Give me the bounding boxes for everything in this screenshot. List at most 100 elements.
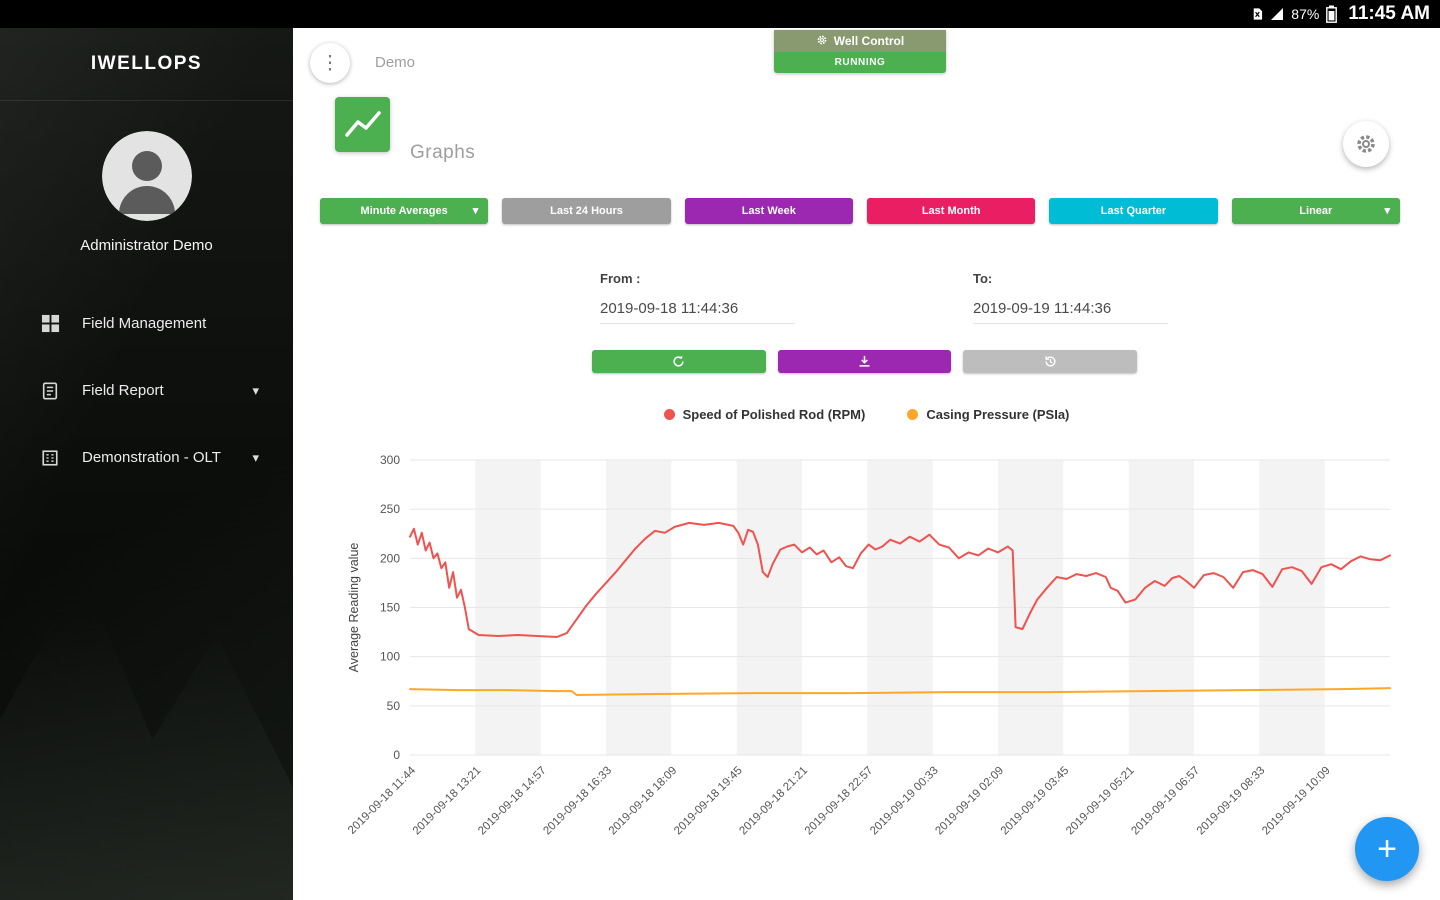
legend-dot: [907, 409, 919, 420]
settings-button[interactable]: [1343, 121, 1389, 167]
x-tick-label: 2019-09-19 00:33: [868, 765, 941, 838]
from-label: From :: [600, 271, 641, 286]
legend-dot: [663, 409, 675, 420]
sidebar-item-field-report[interactable]: Field Report ▾: [0, 357, 293, 424]
chart-line-icon: [345, 111, 381, 137]
filter-label: Last Month: [921, 205, 981, 217]
sidebar: IWELLOPS Administrator Demo Field Manage…: [0, 28, 293, 900]
y-tick-label: 150: [380, 601, 400, 615]
gear-icon: [816, 34, 828, 49]
sidebar-item-label: Field Management: [82, 315, 207, 332]
x-tick-label: 2019-09-19 06:57: [1129, 765, 1202, 838]
x-tick-label: 2019-09-18 13:21: [411, 765, 484, 838]
grid-icon: [40, 314, 60, 334]
line-chart: 0 50 100 150 200 250 300 Average Reading value 2…: [348, 448, 1408, 893]
more-vertical-icon: ⋮: [320, 52, 340, 74]
filter-linear[interactable]: Linear ▾: [1231, 198, 1400, 224]
sidebar-item-label: Demonstration - OLT: [82, 449, 221, 466]
building-icon: [40, 448, 60, 468]
well-control-label: Well Control: [833, 34, 905, 48]
well-control-status: RUNNING: [774, 52, 946, 73]
person-icon: [101, 131, 192, 221]
filter-label: Minute Averages: [360, 205, 448, 217]
date-to-field: To: 2019-09-19 11:44:36: [973, 271, 1188, 324]
filter-label: Last Quarter: [1100, 205, 1167, 217]
report-icon: [40, 381, 60, 401]
battery-icon: [1326, 5, 1338, 23]
x-tick-label: 2019-09-18 19:45: [672, 765, 745, 838]
y-tick-label: 300: [380, 453, 400, 467]
action-bar: [592, 350, 1138, 373]
x-tick-label: 2019-09-18 14:57: [476, 765, 549, 838]
x-tick-label: 2019-09-19 08:33: [1195, 765, 1268, 838]
add-button[interactable]: +: [1355, 817, 1419, 881]
more-options-button[interactable]: ⋮: [310, 43, 350, 83]
chart-legend: Speed of Polished Rod (RPM) Casing Press…: [293, 407, 1440, 422]
x-tick-label: 2019-09-19 02:09: [933, 765, 1006, 838]
y-axis-label: Average Reading value: [348, 543, 361, 673]
signal-icon: [1271, 8, 1284, 20]
section-title: Graphs: [410, 142, 476, 163]
x-tick-label: 2019-09-18 18:09: [607, 765, 680, 838]
sidebar-item-field-management[interactable]: Field Management: [0, 290, 293, 357]
sidebar-item-demonstration-olt[interactable]: Demonstration - OLT ▾: [0, 424, 293, 491]
refresh-button[interactable]: [592, 350, 766, 373]
sidebar-item-label: Field Report: [82, 382, 164, 399]
x-tick-label: 2019-09-18 21:21: [737, 765, 810, 838]
main-content: ⋮ Demo Well Control RUNNING Graphs: [293, 28, 1440, 900]
legend-label: Speed of Polished Rod (RPM): [682, 407, 866, 422]
avatar: [101, 131, 192, 221]
legend-item-casing-pressure[interactable]: Casing Pressure (PSIa): [907, 407, 1069, 422]
clock: 11:45 AM: [1348, 3, 1430, 24]
filter-label: Last 24 Hours: [550, 205, 623, 217]
x-tick-label: 2019-09-18 22:57: [803, 765, 876, 838]
date-from-field: From : 2019-09-18 11:44:36: [600, 271, 815, 324]
legend-item-speed[interactable]: Speed of Polished Rod (RPM): [663, 407, 866, 422]
graphs-tile: [335, 97, 390, 152]
x-tick-label: 2019-09-18 16:33: [541, 765, 614, 838]
app-title: IWELLOPS: [0, 28, 293, 101]
filter-last-month[interactable]: Last Month: [866, 198, 1036, 224]
filter-last-quarter[interactable]: Last Quarter: [1049, 198, 1218, 224]
chart-series-line: [409, 521, 1391, 638]
sidebar-menu: Field Management Field Report ▾: [0, 290, 293, 491]
user-name: Administrator Demo: [80, 237, 213, 254]
x-tick-label: 2019-09-19 05:21: [1064, 765, 1137, 838]
filter-bar: Minute Averages ▾ Last 24 Hours Last Wee…: [320, 198, 1400, 224]
filter-minute-averages[interactable]: Minute Averages ▾: [320, 198, 489, 224]
battery-percent: 87%: [1291, 6, 1320, 22]
chevron-down-icon: ▾: [472, 205, 479, 218]
y-tick-label: 100: [380, 650, 400, 664]
x-tick-label: 2019-09-19 10:09: [1260, 765, 1333, 838]
history-icon: [1045, 356, 1056, 367]
chart-series-line: [409, 687, 1391, 696]
history-button[interactable]: [963, 350, 1138, 373]
x-tick-label: 2019-09-18 11:44: [348, 764, 419, 837]
legend-label: Casing Pressure (PSIa): [926, 407, 1070, 422]
chevron-down-icon: ▾: [1384, 205, 1390, 218]
to-label: To:: [973, 271, 993, 286]
refresh-icon: [673, 355, 684, 367]
from-date-input[interactable]: 2019-09-18 11:44:36: [600, 300, 795, 324]
x-tick-label: 2019-09-19 03:45: [999, 765, 1072, 838]
filter-last-24-hours[interactable]: Last 24 Hours: [502, 198, 671, 224]
y-tick-label: 0: [393, 748, 400, 762]
well-control-badge[interactable]: Well Control RUNNING: [774, 30, 946, 73]
y-tick-label: 50: [387, 699, 401, 713]
android-status-bar: 87% 11:45 AM: [0, 0, 1440, 28]
filter-label: Linear: [1299, 205, 1333, 217]
page-title: Demo: [375, 54, 416, 71]
chevron-down-icon: ▾: [252, 449, 259, 465]
filter-last-week[interactable]: Last Week: [684, 198, 853, 224]
download-button[interactable]: [777, 350, 952, 373]
download-icon: [859, 355, 870, 367]
filter-label: Last Week: [741, 205, 796, 217]
y-tick-label: 200: [380, 551, 400, 565]
chevron-down-icon: ▾: [252, 382, 259, 398]
to-date-input[interactable]: 2019-09-19 11:44:36: [973, 300, 1168, 324]
y-tick-label: 250: [380, 502, 400, 516]
chart-canvas: 0 50 100 150 200 250 300 Average Reading value 2…: [348, 453, 1391, 838]
gear-icon: [1357, 135, 1375, 153]
sim-card-icon: [1254, 8, 1263, 20]
